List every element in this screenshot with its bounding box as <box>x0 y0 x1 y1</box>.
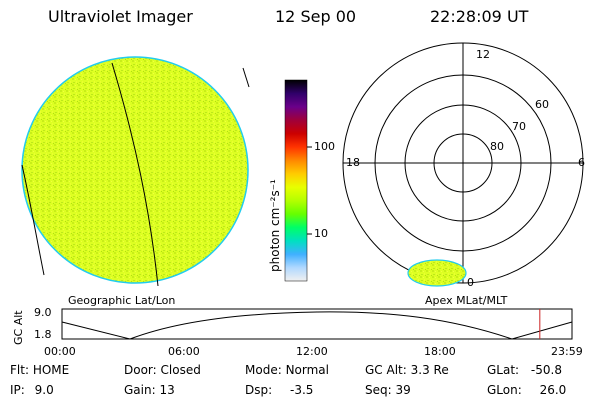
altitude-curve <box>61 311 573 340</box>
colorbar-tick-100: 100 <box>314 140 335 153</box>
auroral-oval-patch <box>407 259 467 287</box>
door-label: Door: <box>124 363 157 377</box>
info-gcalt: GC Alt: 3.3 Re <box>365 363 449 377</box>
ip-value: 9.0 <box>34 383 54 397</box>
altitude-tick-low: 1.8 <box>34 328 52 341</box>
mlt-label-12: 12 <box>476 48 490 61</box>
dsp-value: -3.5 <box>289 383 314 397</box>
limb-tick <box>242 67 250 88</box>
globe-disk <box>21 56 249 284</box>
mode-label: Mode: <box>245 363 282 377</box>
info-door: Door: Closed <box>124 363 201 377</box>
time-tick-1200: 12:00 <box>296 345 328 358</box>
info-ip: IP: 9.0 <box>10 383 54 397</box>
gain-label: Gain: <box>124 383 156 397</box>
globe-coord-label: Geographic Lat/Lon <box>68 294 176 307</box>
ip-label: IP: <box>10 383 25 397</box>
flt-label: Flt: <box>10 363 29 377</box>
flt-value: HOME <box>32 363 70 377</box>
gcalt-value: 3.3 Re <box>410 363 449 377</box>
time-tick-0600: 06:00 <box>168 345 200 358</box>
altitude-frame <box>61 308 573 340</box>
polar-plot <box>342 42 584 284</box>
mlt-label-18: 18 <box>346 156 360 169</box>
info-glat: GLat: -50.8 <box>487 363 562 377</box>
seq-label: Seq: <box>365 383 392 397</box>
info-seq: Seq: 39 <box>365 383 411 397</box>
door-value: Closed <box>160 363 201 377</box>
mlt-label-0: 0 <box>467 276 474 289</box>
colorbar-unit-label: photon cm⁻²s⁻¹ <box>268 179 282 272</box>
gcalt-label: GC Alt: <box>365 363 407 377</box>
info-flt: Flt: HOME <box>10 363 69 377</box>
glat-label: GLat: <box>487 363 520 377</box>
time-tick-1800: 18:00 <box>424 345 456 358</box>
instrument-title: Ultraviolet Imager <box>48 7 193 26</box>
time-tick-0000: 00:00 <box>44 345 76 358</box>
altitude-plot <box>61 308 573 340</box>
dsp-label: Dsp: <box>245 383 273 397</box>
time-label: 22:28:09 UT <box>430 7 529 26</box>
longitude-line <box>111 62 159 287</box>
info-gain: Gain: 13 <box>124 383 175 397</box>
polar-coord-label: Apex MLat/MLT <box>425 294 508 307</box>
colorbar-tick-10: 10 <box>314 227 328 240</box>
mlt-label-6: 6 <box>578 156 585 169</box>
info-glon: GLon: 26.0 <box>487 383 566 397</box>
mlat-label-60: 60 <box>535 98 549 111</box>
altitude-y-label: GC Alt <box>12 310 25 345</box>
altitude-tick-high: 9.0 <box>34 306 52 319</box>
glon-label: GLon: <box>487 383 522 397</box>
mode-value: Normal <box>285 363 329 377</box>
mlat-label-80: 80 <box>490 140 504 153</box>
date-label: 12 Sep 00 <box>275 7 357 26</box>
earth-globe <box>21 56 250 287</box>
info-dsp: Dsp: -3.5 <box>245 383 313 397</box>
colorbar <box>284 79 312 282</box>
info-mode: Mode: Normal <box>245 363 329 377</box>
mlat-label-70: 70 <box>512 120 526 133</box>
time-tick-2359: 23:59 <box>551 345 583 358</box>
gain-value: 13 <box>159 383 175 397</box>
glat-value: -50.8 <box>530 363 562 377</box>
seq-value: 39 <box>395 383 411 397</box>
glon-value: 26.0 <box>539 383 567 397</box>
longitude-line <box>21 164 45 276</box>
